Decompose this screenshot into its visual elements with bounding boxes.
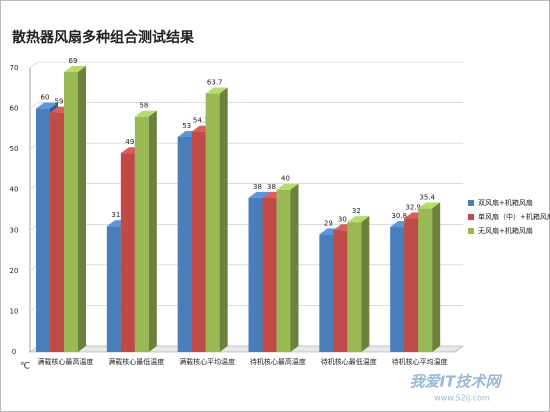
y-tick-label: 10 xyxy=(10,307,19,315)
y-tick-label: 50 xyxy=(10,145,19,153)
value-label: 29 xyxy=(324,219,333,227)
bar-front xyxy=(404,218,419,352)
legend-swatch xyxy=(468,214,474,220)
bar-side xyxy=(361,216,370,352)
bar-front xyxy=(347,222,362,352)
watermark: 我爱IT技术网 xyxy=(410,373,504,391)
value-label: 63.7 xyxy=(207,79,223,87)
value-label: 38 xyxy=(267,183,276,191)
value-label: 38 xyxy=(253,183,262,191)
y-tick-label: 20 xyxy=(10,267,19,275)
bar-top xyxy=(64,66,86,73)
grid-line xyxy=(29,61,463,69)
value-label: 30 xyxy=(338,215,347,223)
bar-front xyxy=(319,234,334,352)
value-label: 30.8 xyxy=(391,212,407,220)
value-label: 40 xyxy=(281,175,290,183)
value-label: 58 xyxy=(139,102,148,110)
bar xyxy=(418,202,441,352)
bar-front xyxy=(50,112,64,352)
bar-front xyxy=(36,108,50,352)
bar-top xyxy=(347,216,370,223)
bar-top xyxy=(276,183,299,190)
x-tick-label: 待机核心最高温度 xyxy=(250,357,306,366)
bar-top xyxy=(418,202,441,209)
bar-front xyxy=(64,72,78,353)
legend-swatch xyxy=(468,200,474,206)
bar-front xyxy=(134,116,149,352)
value-label: 69 xyxy=(69,57,78,65)
bar-front xyxy=(390,227,405,352)
value-label: 32.9 xyxy=(405,204,421,212)
bar xyxy=(205,87,228,352)
bar-front xyxy=(106,226,121,352)
x-tick-label: 满载核心最高温度 xyxy=(37,357,93,366)
value-label: 32 xyxy=(352,207,361,215)
bar-front xyxy=(120,153,135,352)
bar-top xyxy=(134,110,157,117)
grid-line xyxy=(29,102,463,109)
bar-side xyxy=(432,202,441,352)
legend-label: 无风扇+机箱风扇 xyxy=(478,226,533,235)
legend-swatch xyxy=(468,228,474,234)
value-label: 31 xyxy=(111,211,120,219)
bar xyxy=(134,110,157,352)
x-tick-label: 满载核心平均温度 xyxy=(179,357,235,366)
bar-front xyxy=(418,208,433,352)
bar-front xyxy=(205,93,220,352)
chart-title: 散热器风扇多种组合测试结果 xyxy=(12,29,195,46)
bar xyxy=(347,216,370,352)
value-label: 35.4 xyxy=(419,193,435,201)
x-tick-label: 待机核心最低温度 xyxy=(321,357,377,366)
axis-unit: ℃ xyxy=(20,362,30,372)
bar-top xyxy=(36,102,58,109)
value-label: 59 xyxy=(55,98,64,106)
value-label: 60 xyxy=(41,94,50,102)
y-tick-label: 30 xyxy=(10,226,19,234)
bar xyxy=(276,183,299,352)
x-tick-label: 满载核心最低温度 xyxy=(108,357,164,366)
legend-label: 单风扇（中）+机箱风扇 xyxy=(478,212,550,221)
y-tick-label: 70 xyxy=(10,64,19,72)
bar-side xyxy=(290,183,299,352)
bar-front xyxy=(191,131,206,352)
value-label: 49 xyxy=(125,138,134,146)
bar-side xyxy=(78,66,86,353)
y-tick-label: 40 xyxy=(10,186,19,194)
bar xyxy=(64,66,86,353)
legend-label: 双风扇+机箱风扇 xyxy=(478,198,533,207)
value-label: 53 xyxy=(182,122,191,130)
bar-front xyxy=(248,197,263,352)
value-label: 54.3 xyxy=(193,117,209,125)
bar-top xyxy=(248,191,271,198)
watermark-url: www.52ij.com xyxy=(434,394,490,403)
bar-side xyxy=(219,87,228,352)
bar-front xyxy=(262,197,277,352)
x-tick-label: 待机核心平均温度 xyxy=(392,357,448,366)
y-tick-label: 0 xyxy=(12,348,16,356)
bar-front xyxy=(333,230,348,352)
bar-front xyxy=(177,136,192,352)
bar-front xyxy=(276,189,291,352)
bar-side xyxy=(148,110,157,352)
y-tick-label: 60 xyxy=(10,105,19,113)
bar-top xyxy=(205,87,228,94)
